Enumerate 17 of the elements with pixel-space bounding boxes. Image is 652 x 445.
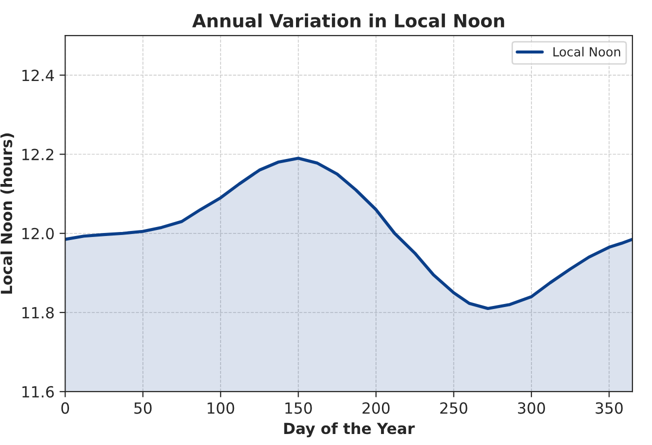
x-tick-label: 50 [134, 402, 152, 414]
x-tick-label: 300 [518, 402, 545, 414]
y-tick-label: 11.6 [22, 386, 54, 398]
y-axis-title: Local Noon (hours) [0, 133, 14, 294]
x-tick-label: 250 [440, 402, 468, 414]
x-tick-label: 350 [596, 402, 623, 414]
legend-label: Local Noon [553, 46, 620, 57]
y-tick-label: 12.4 [22, 70, 54, 81]
x-tick-label: 200 [362, 402, 390, 414]
x-tick-label: 0 [61, 402, 70, 414]
y-tick-label: 12.2 [22, 148, 54, 160]
x-axis-title: Day of the Year [284, 422, 415, 438]
y-tick-label: 11.8 [22, 306, 54, 319]
chart-title: Annual Variation in Local Noon [192, 14, 504, 28]
x-tick-label: 150 [285, 402, 312, 414]
y-tick-label: 12.0 [22, 228, 54, 240]
x-tick-label: 100 [208, 402, 234, 414]
